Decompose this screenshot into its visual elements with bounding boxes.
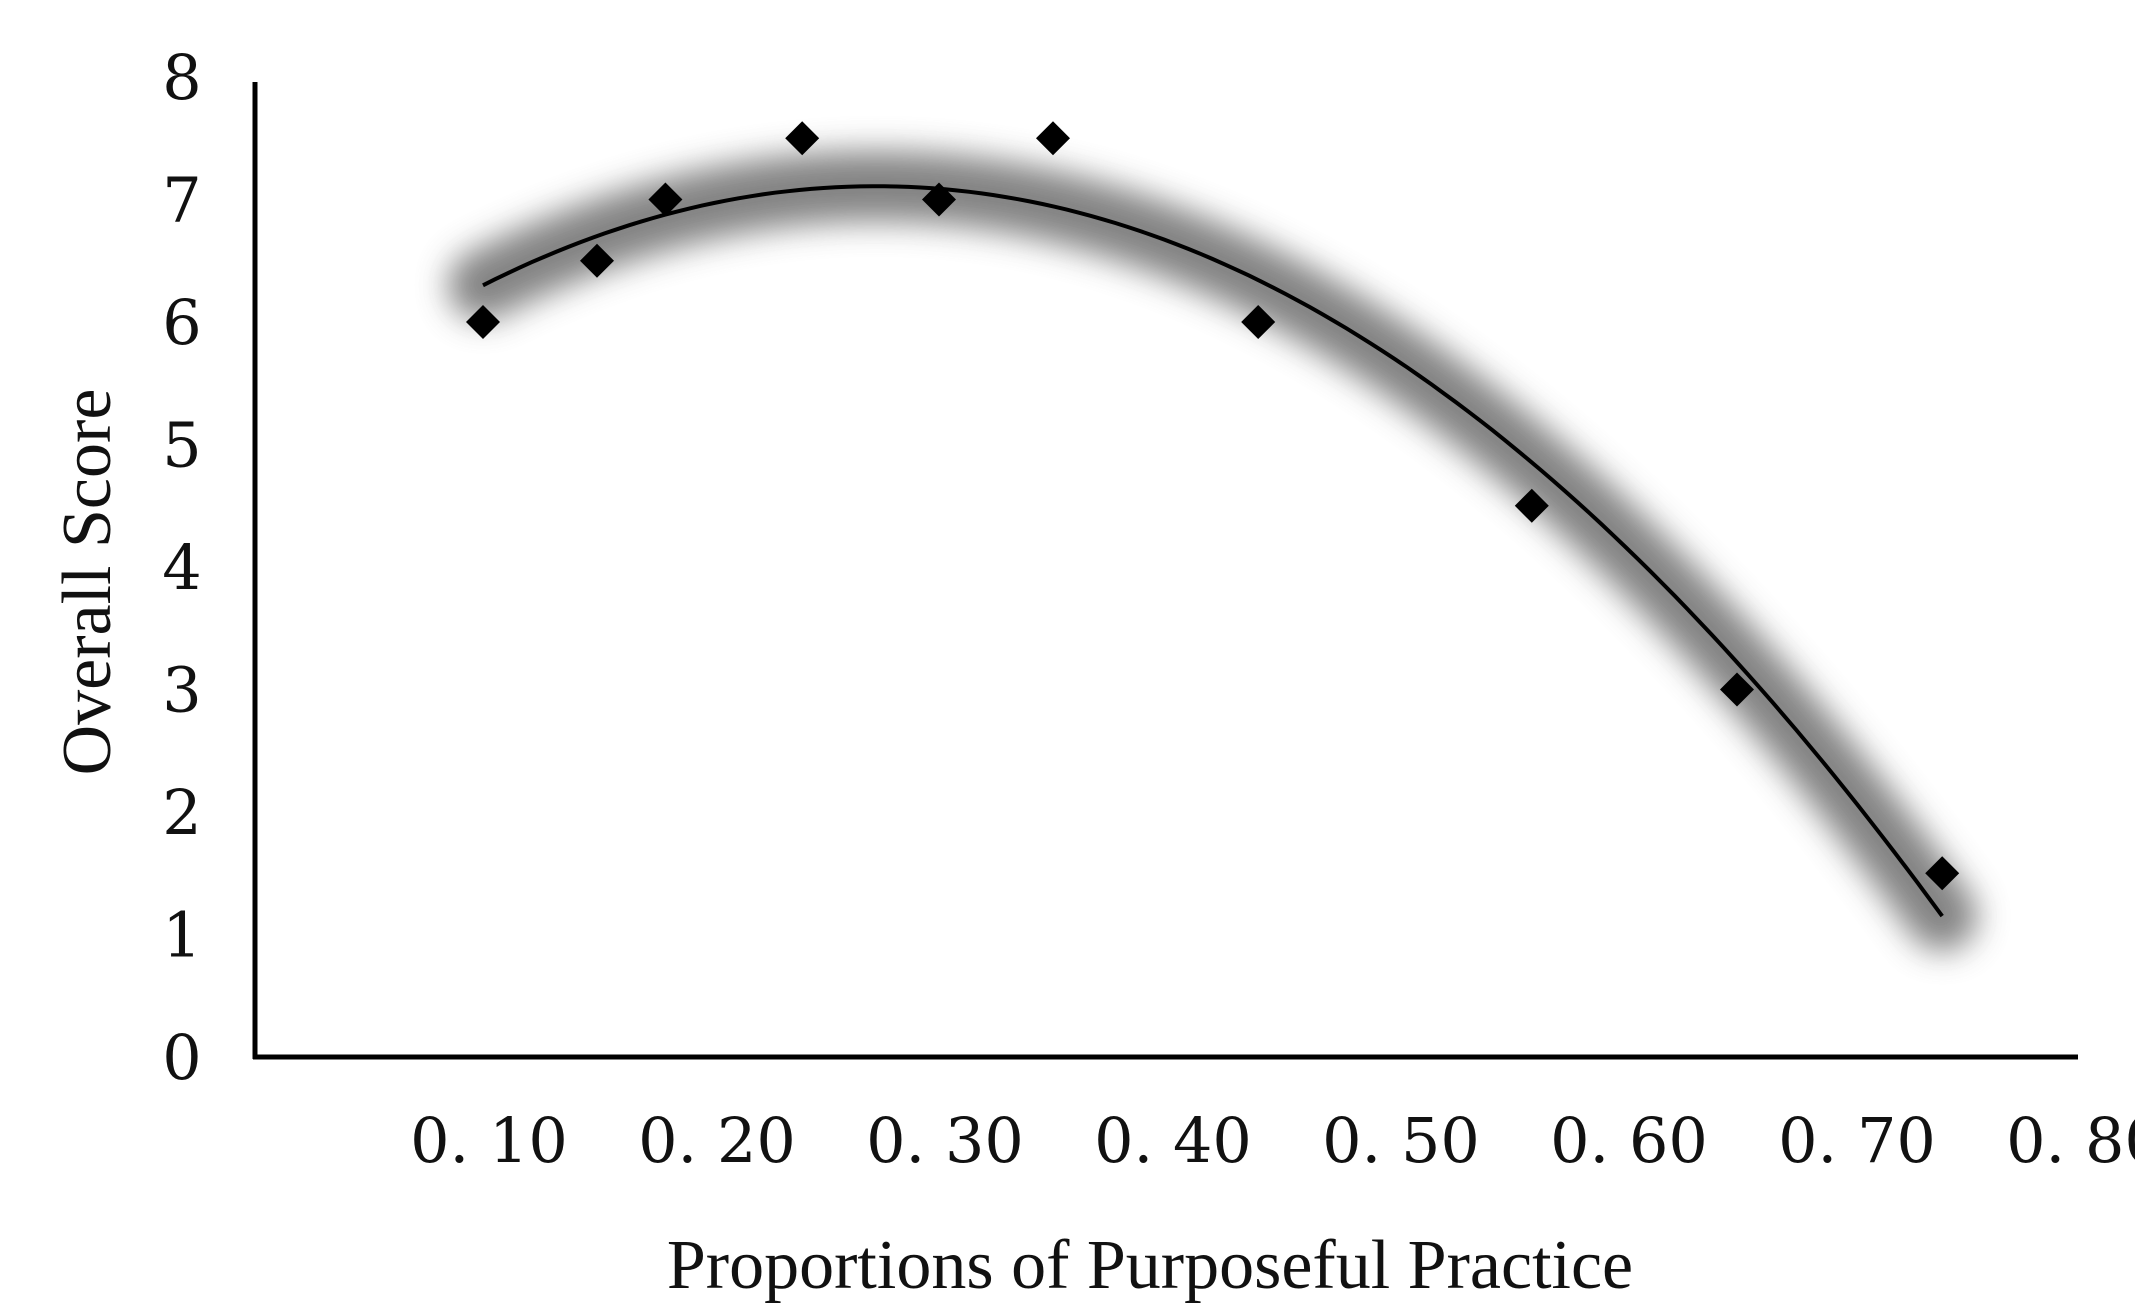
x-tick-label: 0. 60	[1550, 1104, 1708, 1177]
axes	[252, 82, 2078, 1060]
data-point	[922, 182, 956, 217]
x-tick-label: 0. 50	[1322, 1104, 1480, 1177]
y-tick-label: 6	[162, 286, 201, 359]
data-point	[1925, 856, 1960, 891]
data-point	[580, 243, 614, 278]
trendline-layer	[482, 184, 1944, 918]
tick-labels: 0 1 2 3 4 5 6 7 8 0. 10 0. 20 0. 30 0. 40 0. 50 0. 60 0…	[162, 41, 2135, 1177]
x-axis-title: Proportions of Purposeful Practice	[667, 1227, 1633, 1304]
y-tick-label: 7	[162, 164, 201, 237]
data-point	[1036, 121, 1070, 156]
y-tick-label: 0	[162, 1021, 201, 1094]
data-points	[466, 121, 1960, 891]
data-point	[648, 182, 683, 217]
data-point	[785, 121, 820, 156]
y-tick-label: 8	[162, 41, 201, 114]
x-tick-label: 0. 80	[2006, 1104, 2135, 1177]
data-point	[466, 305, 500, 339]
trendline-glow	[448, 151, 1978, 952]
data-point	[1514, 488, 1549, 523]
data-point	[1241, 305, 1276, 339]
x-tick-label: 0. 30	[866, 1104, 1024, 1177]
y-tick-label: 5	[162, 409, 201, 482]
x-tick-label: 0. 70	[1778, 1104, 1936, 1177]
y-tick-label: 2	[162, 776, 201, 849]
data-point	[1720, 672, 1754, 707]
x-tick-label: 0. 10	[410, 1104, 568, 1177]
x-tick-label: 0. 20	[638, 1104, 796, 1177]
y-tick-label: 1	[162, 899, 201, 972]
x-tick-label: 0. 40	[1094, 1104, 1252, 1177]
trendline	[482, 184, 1944, 918]
y-tick-label: 4	[162, 531, 201, 604]
trendline-shadow	[448, 151, 1978, 952]
y-tick-label: 3	[162, 654, 201, 727]
y-axis-title: Overall Score	[49, 389, 126, 776]
